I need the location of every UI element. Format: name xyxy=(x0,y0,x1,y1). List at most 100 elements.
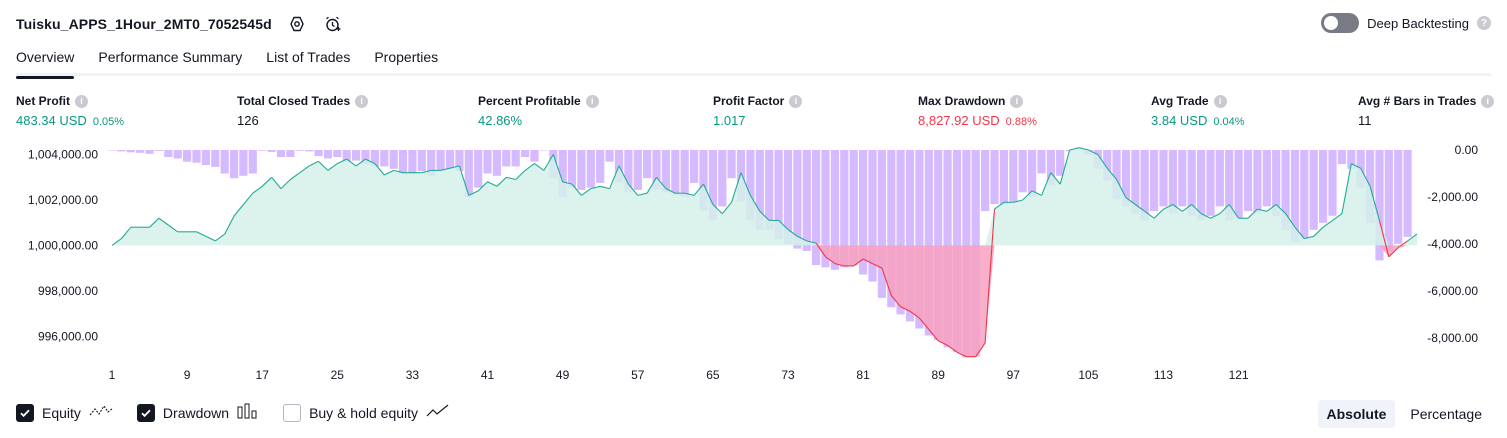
equity-line-segment xyxy=(637,192,648,196)
info-icon[interactable]: i xyxy=(1010,94,1024,108)
equity-line-segment xyxy=(167,224,179,233)
equity-line-segment xyxy=(609,165,620,189)
equity-line-segment xyxy=(600,185,610,190)
drawdown-bar xyxy=(483,150,492,174)
drawdown-bar xyxy=(398,150,408,174)
legend-equity[interactable]: Equity xyxy=(16,403,113,422)
drawdown-bar xyxy=(859,150,868,275)
x-axis-label: 57 xyxy=(631,368,645,382)
equity-line-segment xyxy=(449,165,460,169)
equity-line-segment xyxy=(618,165,629,185)
tab-overview[interactable]: Overview xyxy=(16,44,75,79)
drawdown-bar xyxy=(276,150,286,157)
equity-line-segment xyxy=(562,181,573,185)
info-icon[interactable]: i xyxy=(75,94,88,108)
equity-line-icon xyxy=(89,404,113,421)
x-axis-label: 41 xyxy=(481,368,495,382)
info-icon[interactable]: i xyxy=(789,94,803,108)
drawdown-bar xyxy=(305,150,314,152)
tab-properties[interactable]: Properties xyxy=(374,49,439,65)
drawdown-bar xyxy=(793,150,802,249)
percentage-button[interactable]: Percentage xyxy=(1410,406,1482,422)
drawdown-bar xyxy=(1384,150,1393,251)
drawdown-bar xyxy=(173,150,182,159)
drawdown-bar xyxy=(502,150,511,167)
equity-line-segment xyxy=(458,165,470,196)
metric-label: Total Closed Trades xyxy=(237,94,351,108)
drawdown-bar xyxy=(530,150,539,162)
drawdown-bar xyxy=(558,150,567,197)
equity-line-segment xyxy=(1059,149,1071,185)
equity-line-segment xyxy=(346,158,357,167)
metric-max-drawdown: Max Drawdown i 8,827.92 USD 0.88% xyxy=(918,93,1037,128)
drawdown-checkbox[interactable] xyxy=(136,403,155,422)
info-icon[interactable]: i xyxy=(1213,94,1227,108)
y-axis-right-label: -8,000.00 xyxy=(1427,331,1478,345)
drawdown-bar xyxy=(1197,150,1206,221)
drawdown-bar xyxy=(567,150,577,188)
drawdown-bar xyxy=(267,150,276,152)
absolute-button[interactable]: Absolute xyxy=(1317,400,1396,428)
drawdown-bar xyxy=(286,150,295,157)
legend-buy-hold[interactable]: Buy & hold equity xyxy=(283,403,450,422)
drawdown-bar xyxy=(511,150,520,167)
tab-performance-summary[interactable]: Performance Summary xyxy=(98,49,243,65)
equity-checkbox[interactable] xyxy=(16,403,34,422)
y-axis-left-label: 1,000,000.00 xyxy=(28,238,98,252)
equity-line-segment xyxy=(1341,163,1352,214)
equity-line-segment xyxy=(496,176,507,187)
drawdown-bar xyxy=(1281,150,1290,230)
tab-list-of-trades[interactable]: List of Trades xyxy=(266,49,351,65)
drawdown-bar xyxy=(1037,150,1046,174)
equity-line-segment xyxy=(665,188,676,194)
equity-line-segment xyxy=(646,177,657,194)
y-axis-right-label: -6,000.00 xyxy=(1427,284,1478,298)
equity-line-segment xyxy=(590,185,601,190)
info-icon[interactable]: i xyxy=(585,94,599,108)
drawdown-bar xyxy=(577,150,586,190)
drawdown-bar xyxy=(877,150,886,298)
equity-line-segment xyxy=(468,190,479,196)
metric-avg-bars-in-trades: Avg # Bars in Trades i 11 xyxy=(1358,93,1495,128)
equity-line-segment xyxy=(196,231,207,237)
equity-line-segment xyxy=(1040,172,1052,196)
alarm-clock-plus-icon[interactable] xyxy=(322,13,344,35)
drawdown-bar xyxy=(230,150,239,179)
deep-backtesting-toggle[interactable] xyxy=(1321,13,1360,33)
equity-drawdown-chart[interactable]: 1,004,000.00 1,002,000.00 1,000,000.00 998,… xyxy=(0,140,1507,395)
drawdown-bar xyxy=(117,150,126,152)
equity-line-segment xyxy=(393,169,404,174)
y-axis-left-label: 998,000.00 xyxy=(38,284,98,298)
info-icon[interactable]: i xyxy=(1481,94,1495,108)
equity-line-segment xyxy=(261,176,272,187)
chart-svg: 1,004,000.00 1,002,000.00 1,000,000.00 998,… xyxy=(28,143,1478,382)
equity-line-segment xyxy=(1088,149,1099,155)
buy-hold-checkbox[interactable] xyxy=(283,403,302,422)
drawdown-bar xyxy=(1131,150,1140,214)
info-icon[interactable]: i xyxy=(355,94,369,108)
drawdown-bar xyxy=(1056,150,1065,176)
equity-line-segment xyxy=(1388,247,1399,258)
drawdown-bar xyxy=(1168,150,1177,214)
equity-line-segment xyxy=(543,154,554,171)
equity-line-segment xyxy=(1247,208,1258,219)
equity-line-segment xyxy=(834,263,845,267)
equity-line-segment xyxy=(1106,167,1118,180)
equity-line-segment xyxy=(918,317,930,330)
gear-icon[interactable] xyxy=(286,13,308,35)
drawdown-bar xyxy=(408,150,417,174)
equity-line-segment xyxy=(571,183,582,196)
drawdown-bar xyxy=(126,150,135,153)
metric-label: Net Profit xyxy=(16,94,70,108)
drawdown-bar xyxy=(492,150,501,176)
metric-net-profit: Net Profit i 483.34 USD 0.05% xyxy=(16,93,124,128)
equity-line-segment xyxy=(928,329,939,342)
equity-line-segment xyxy=(1275,204,1286,214)
equity-line-segment xyxy=(975,342,986,358)
help-icon[interactable]: ? xyxy=(1477,16,1491,30)
drawdown-bar xyxy=(1150,150,1159,212)
drawdown-bar xyxy=(830,150,839,270)
legend-drawdown[interactable]: Drawdown xyxy=(136,403,259,422)
metric-label: Profit Factor xyxy=(713,94,785,108)
drawdown-bar xyxy=(1187,150,1196,216)
